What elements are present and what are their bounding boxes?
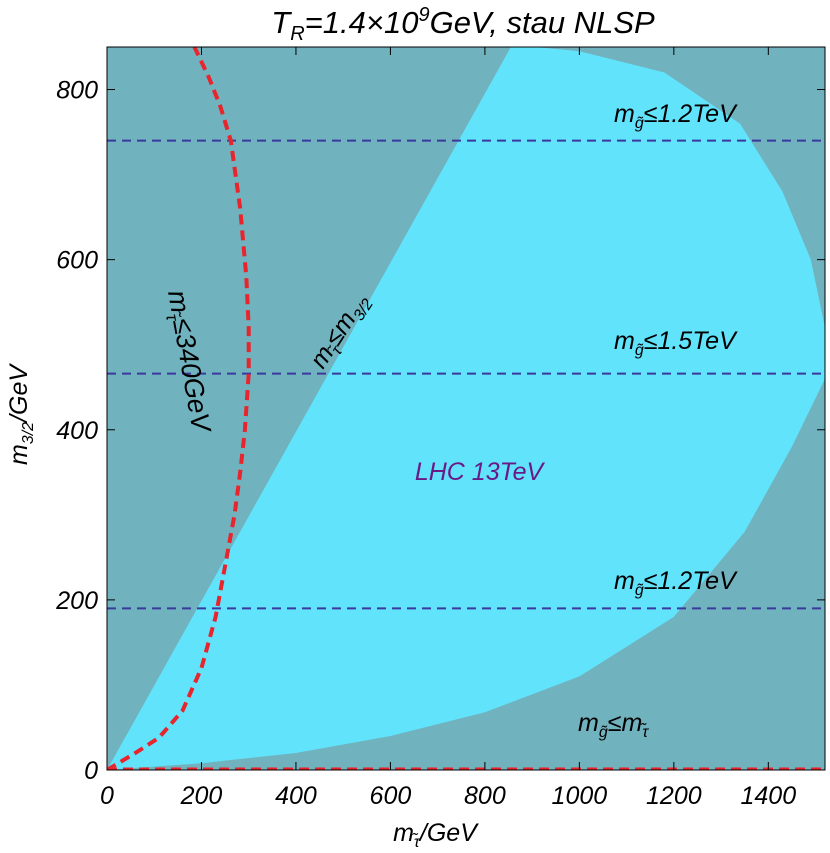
x-axis-label: mτ̃/GeV bbox=[393, 819, 479, 851]
y-label-main: m bbox=[5, 444, 33, 465]
gluino-top-label: mg̃≤1.2TeV bbox=[614, 100, 738, 132]
x-tick-label: 400 bbox=[275, 782, 317, 810]
y-axis-ticks: 0 200 400 600 800 bbox=[55, 77, 825, 785]
y-tick-label: 400 bbox=[56, 417, 98, 445]
x-label-main: m bbox=[393, 819, 414, 847]
x-tick-label: 600 bbox=[370, 782, 412, 810]
x-tick-label: 1000 bbox=[552, 782, 608, 810]
lhc-region-label: LHC 13TeV bbox=[415, 458, 546, 486]
y-label-sub: 3/2 bbox=[20, 422, 37, 444]
y-tick-label: 200 bbox=[55, 587, 98, 615]
chart-title: TR=1.4×109GeV, stau NLSP bbox=[271, 4, 655, 45]
gluino-low-label: mg̃≤1.2TeV bbox=[614, 567, 738, 599]
gluino-stau-label: mg̃≤mτ̃ bbox=[578, 709, 649, 741]
x-label-rest: /GeV bbox=[418, 819, 479, 847]
title-mid: =1.4×10 bbox=[305, 5, 419, 40]
title-prefix-sub: R bbox=[290, 23, 304, 45]
title-suffix: GeV, stau NLSP bbox=[430, 5, 655, 40]
x-tick-label: 1400 bbox=[741, 782, 797, 810]
y-tick-label: 800 bbox=[56, 77, 98, 105]
x-tick-label: 800 bbox=[464, 782, 506, 810]
title-prefix: T bbox=[271, 5, 292, 40]
gluino-mid-label: mg̃≤1.5TeV bbox=[614, 327, 738, 359]
x-tick-label: 0 bbox=[100, 782, 114, 810]
y-tick-label: 0 bbox=[84, 757, 98, 785]
y-label-rest: /GeV bbox=[5, 363, 33, 424]
y-tick-label: 600 bbox=[56, 247, 98, 275]
x-axis-ticks: 0 200 400 600 800 1000 1200 1400 bbox=[100, 47, 796, 810]
allowed-region bbox=[107, 47, 825, 770]
x-tick-label: 1200 bbox=[646, 782, 702, 810]
x-tick-label: 200 bbox=[180, 782, 223, 810]
title-exponent: 9 bbox=[418, 4, 429, 26]
y-axis-label: m3/2/GeV bbox=[5, 363, 37, 465]
plot-frame bbox=[106, 46, 826, 771]
x-label-sub: τ̃ bbox=[412, 831, 421, 851]
